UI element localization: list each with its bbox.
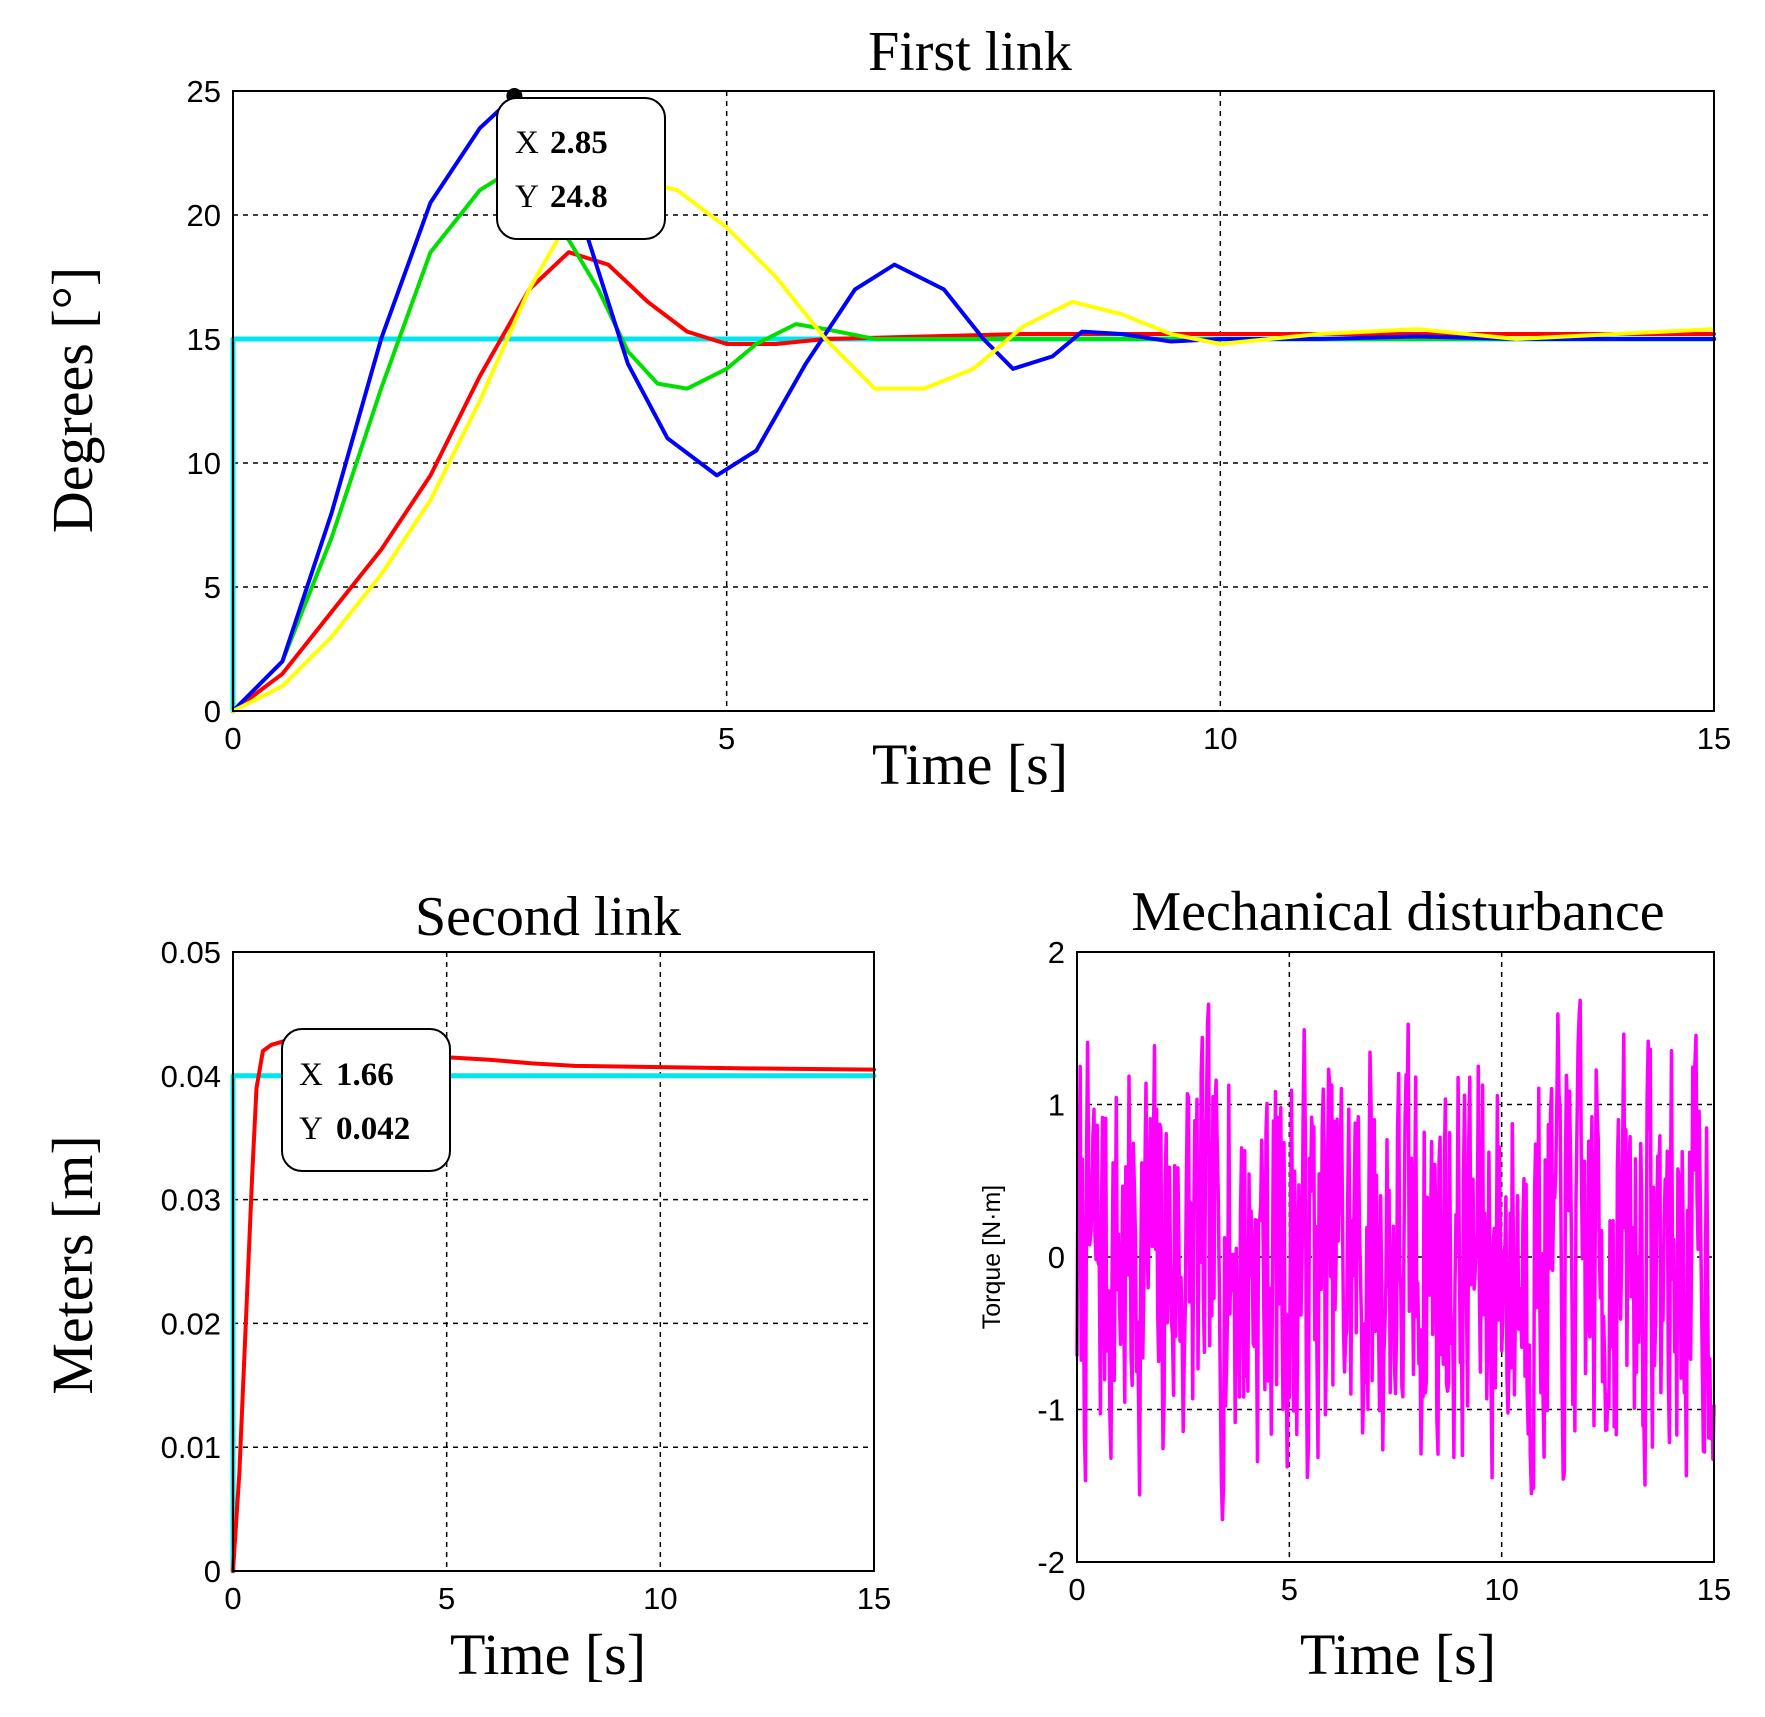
second-link-ytick-label: 0.04 xyxy=(161,1059,221,1094)
disturbance-ytick-label: -1 xyxy=(1037,1393,1065,1428)
disturbance-xtick-label: 15 xyxy=(1697,1572,1731,1607)
second-link-tick-labels: 0 5 10 15 0 0.01 0.02 0.03 0.04 0.05 xyxy=(161,935,892,1616)
second-link-datatip-yvalue: 0.042 xyxy=(336,1111,410,1147)
second-link-datatip-ykey: Y xyxy=(299,1111,323,1147)
second-link-xtick-label: 0 xyxy=(224,1581,241,1616)
second-link-axes-frame xyxy=(232,951,875,1572)
first-link-series-blue xyxy=(231,94,1716,713)
first-link-datatip-xkey: X xyxy=(515,125,539,161)
first-link-datatip-xvalue: 2.85 xyxy=(550,125,608,161)
first-link-ytick-label: 5 xyxy=(204,570,221,605)
first-link-series-red xyxy=(231,250,1716,713)
first-link-series-reference xyxy=(230,336,1717,714)
first-link-datatip-ykey: Y xyxy=(515,179,539,215)
first-link-grid xyxy=(233,91,1714,711)
second-link-ytick-label: 0.02 xyxy=(161,1306,221,1341)
first-link-datatip-box xyxy=(496,97,666,240)
first-link-xtick-label: 10 xyxy=(1203,721,1237,756)
second-link-title: Second link xyxy=(415,886,681,948)
disturbance-series xyxy=(1075,998,1716,1522)
second-link-datatip[interactable]: X 1.66 Y 0.042 xyxy=(281,1028,451,1172)
first-link-ytick-label: 25 xyxy=(187,74,221,109)
first-link-xtick-label: 15 xyxy=(1697,721,1731,756)
first-link-datatip-yvalue: 24.8 xyxy=(550,179,608,215)
disturbance-ytick-label: 2 xyxy=(1048,935,1065,970)
first-link-series-yellow xyxy=(231,175,1716,713)
second-link-ylabel: Meters [m] xyxy=(40,1135,105,1394)
disturbance-ylabel: Torque [N·m] xyxy=(978,1185,1006,1329)
first-link-title: First link xyxy=(868,21,1072,83)
disturbance-tick-labels: 0 5 10 15 -2 -1 0 1 2 xyxy=(1037,935,1731,1607)
panel-mechanical-disturbance: Mechanical disturbance 0 5 10 15 -2 -1 0 1 2 Tim… xyxy=(978,881,1731,1687)
disturbance-xlabel: Time [s] xyxy=(1300,1622,1496,1687)
first-link-xlabel: Time [s] xyxy=(872,732,1068,797)
first-link-tick-labels: 0 5 10 15 0 5 10 15 20 25 xyxy=(187,74,1732,756)
first-link-ytick-label: 15 xyxy=(187,322,221,357)
second-link-xlabel: Time [s] xyxy=(450,1622,646,1687)
disturbance-ytick-label: 0 xyxy=(1048,1240,1065,1275)
disturbance-ytick-label: 1 xyxy=(1048,1088,1065,1123)
disturbance-xtick-label: 10 xyxy=(1484,1572,1518,1607)
panel-second-link: Second link 0 5 10 1500.010.020.030.040.05 … xyxy=(40,886,891,1687)
first-link-ytick-label: 0 xyxy=(204,694,221,729)
second-link-datatip-box xyxy=(281,1028,451,1172)
disturbance-xtick-label: 0 xyxy=(1068,1572,1085,1607)
first-link-xtick-label: 0 xyxy=(224,721,241,756)
first-link-ytick-label: 20 xyxy=(187,198,221,233)
disturbance-axes-frame xyxy=(1076,951,1715,1563)
second-link-ytick-label: 0 xyxy=(204,1554,221,1589)
second-link-datatip-xkey: X xyxy=(299,1057,323,1093)
panel-first-link: First link 0 5 10 15 0 5 10 15 20 25 Time [s] Deg… xyxy=(40,21,1731,797)
disturbance-series-torque xyxy=(1075,998,1716,1522)
second-link-xtick-label: 10 xyxy=(643,1581,677,1616)
first-link-ylabel: Degrees [°] xyxy=(40,267,105,533)
first-link-ytick-label: 10 xyxy=(187,446,221,481)
first-link-axes-frame xyxy=(232,90,1715,712)
first-link-series xyxy=(230,94,1717,714)
second-link-datatip-xvalue: 1.66 xyxy=(336,1057,394,1093)
disturbance-xtick-label: 5 xyxy=(1281,1572,1298,1607)
first-link-datatip[interactable]: X 2.85 Y 24.8 xyxy=(496,87,666,240)
first-link-series-green xyxy=(231,175,1716,713)
disturbance-title: Mechanical disturbance xyxy=(1131,881,1664,943)
first-link-xtick-label: 5 xyxy=(718,721,735,756)
disturbance-ytick-label: -2 xyxy=(1037,1545,1065,1580)
second-link-ytick-label: 0.03 xyxy=(161,1183,221,1218)
second-link-xtick-label: 15 xyxy=(857,1581,891,1616)
second-link-ytick-label: 0.05 xyxy=(161,935,221,970)
second-link-ytick-label: 0.01 xyxy=(161,1430,221,1465)
second-link-xtick-label: 5 xyxy=(438,1581,455,1616)
